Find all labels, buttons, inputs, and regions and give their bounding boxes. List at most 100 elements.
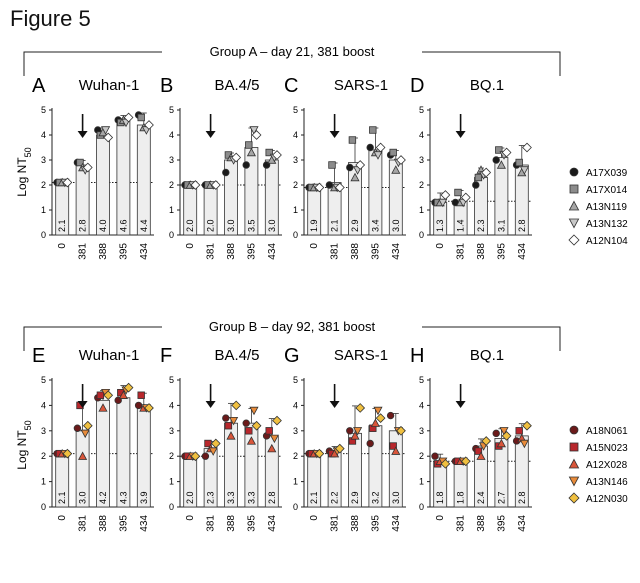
bar — [136, 124, 151, 236]
data-point — [82, 162, 93, 173]
y-tick-label: 3 — [41, 155, 46, 165]
bar-value-label: 3.0 — [78, 491, 88, 504]
data-point — [251, 420, 262, 431]
data-point — [249, 406, 259, 416]
data-point — [476, 451, 486, 460]
legend-label: A12N030 — [586, 494, 628, 505]
y-tick-label: 2 — [293, 451, 298, 461]
chart-panels: A Wuhan-1 0 1 2 3 4 5 2.1 0 2.8 381 4.0 388 4.6 395 4.4 4… — [32, 75, 532, 532]
data-point — [431, 452, 439, 460]
x-tick-label: 434 — [267, 243, 278, 260]
data-point — [137, 113, 145, 122]
y-tick-label: 2 — [41, 451, 46, 461]
data-point — [438, 198, 448, 208]
bar-value-label: 2.0 — [185, 219, 195, 232]
data-point — [519, 166, 529, 175]
y-tick-label: 0 — [169, 230, 174, 240]
boost-arrow-head — [455, 131, 466, 138]
y-tick-label: 1 — [169, 477, 174, 487]
x-tick-label: 395 — [370, 243, 381, 260]
bar-value-label: 2.2 — [330, 491, 340, 504]
data-point — [82, 420, 93, 431]
data-point — [346, 163, 354, 172]
bar-value-label: 4.6 — [118, 219, 128, 232]
bar — [116, 397, 131, 508]
x-tick-label: 434 — [517, 243, 528, 260]
panel-title: Wuhan-1 — [79, 77, 140, 94]
y-tick-label: 4 — [41, 130, 46, 140]
data-point — [246, 436, 256, 445]
data-point — [391, 165, 401, 174]
y-tick-label: 5 — [293, 105, 298, 115]
data-point — [62, 448, 73, 459]
data-point — [350, 431, 360, 440]
legend-marker — [568, 218, 580, 229]
data-point — [265, 427, 273, 435]
y-tick-label: 5 — [169, 105, 174, 115]
panel-letter: F — [160, 345, 172, 367]
data-point — [222, 168, 230, 177]
bar-value-label: 1.3 — [435, 219, 445, 232]
x-tick-label: 395 — [118, 515, 129, 532]
data-point — [373, 406, 383, 416]
data-point — [101, 126, 111, 135]
y-axis-label-sub: 50 — [23, 147, 33, 157]
x-tick-label: 388 — [226, 243, 237, 260]
y-tick-label: 1 — [293, 205, 298, 215]
y-tick-label: 1 — [41, 477, 46, 487]
x-tick-label: 395 — [118, 243, 129, 260]
y-tick-label: 0 — [293, 230, 298, 240]
data-point — [265, 148, 273, 157]
y-tick-label: 2 — [169, 451, 174, 461]
data-point — [123, 112, 134, 123]
legend-marker — [568, 476, 580, 487]
data-point — [396, 425, 406, 436]
panel-title: SARS-1 — [334, 347, 388, 364]
x-tick-label: 381 — [330, 243, 341, 260]
y-tick-label: 0 — [419, 502, 424, 512]
x-tick-label: 395 — [370, 515, 381, 532]
data-point — [76, 158, 84, 167]
group-title: Group A – day 21, 381 boost — [210, 44, 375, 59]
data-point — [501, 431, 512, 441]
bar-value-label: 2.8 — [517, 219, 527, 232]
y-tick-label: 3 — [293, 155, 298, 165]
y-tick-label: 1 — [169, 205, 174, 215]
bar-value-label: 3.0 — [391, 219, 401, 232]
data-point — [396, 155, 406, 165]
panel-letter: A — [32, 75, 46, 97]
data-point — [137, 391, 145, 399]
bracket-right — [422, 51, 561, 76]
panel-title: BA.4/5 — [214, 347, 259, 364]
x-tick-label: 434 — [517, 515, 528, 532]
data-point — [222, 414, 230, 422]
y-tick-label: 1 — [419, 477, 424, 487]
data-point — [190, 451, 201, 462]
bar-value-label: 3.9 — [139, 491, 149, 504]
data-point — [144, 403, 154, 413]
y-tick-label: 3 — [41, 426, 46, 436]
y-tick-label: 4 — [169, 400, 174, 410]
bar-value-label: 3.0 — [391, 491, 401, 504]
figure-title: Figure 5 — [10, 6, 91, 31]
x-tick-label: 0 — [309, 243, 320, 249]
y-axis-label-sub: 50 — [23, 420, 33, 430]
x-tick-label: 381 — [456, 243, 467, 260]
y-tick-label: 5 — [419, 375, 424, 385]
panel-letter: H — [410, 345, 424, 367]
panel-letter: D — [410, 75, 424, 97]
bar-value-label: 3.2 — [370, 491, 380, 504]
data-point — [210, 438, 221, 449]
data-point — [474, 447, 483, 455]
bar-value-label: 4.4 — [139, 219, 149, 232]
bar-value-label: 1.8 — [435, 491, 445, 504]
data-point — [103, 390, 114, 401]
bar-value-label: 3.3 — [246, 491, 256, 504]
panel-title: Wuhan-1 — [79, 347, 140, 364]
data-point — [496, 160, 506, 169]
x-tick-label: 434 — [391, 515, 402, 532]
boost-arrow-head — [77, 131, 88, 138]
data-point — [134, 401, 143, 410]
data-point — [499, 427, 509, 436]
